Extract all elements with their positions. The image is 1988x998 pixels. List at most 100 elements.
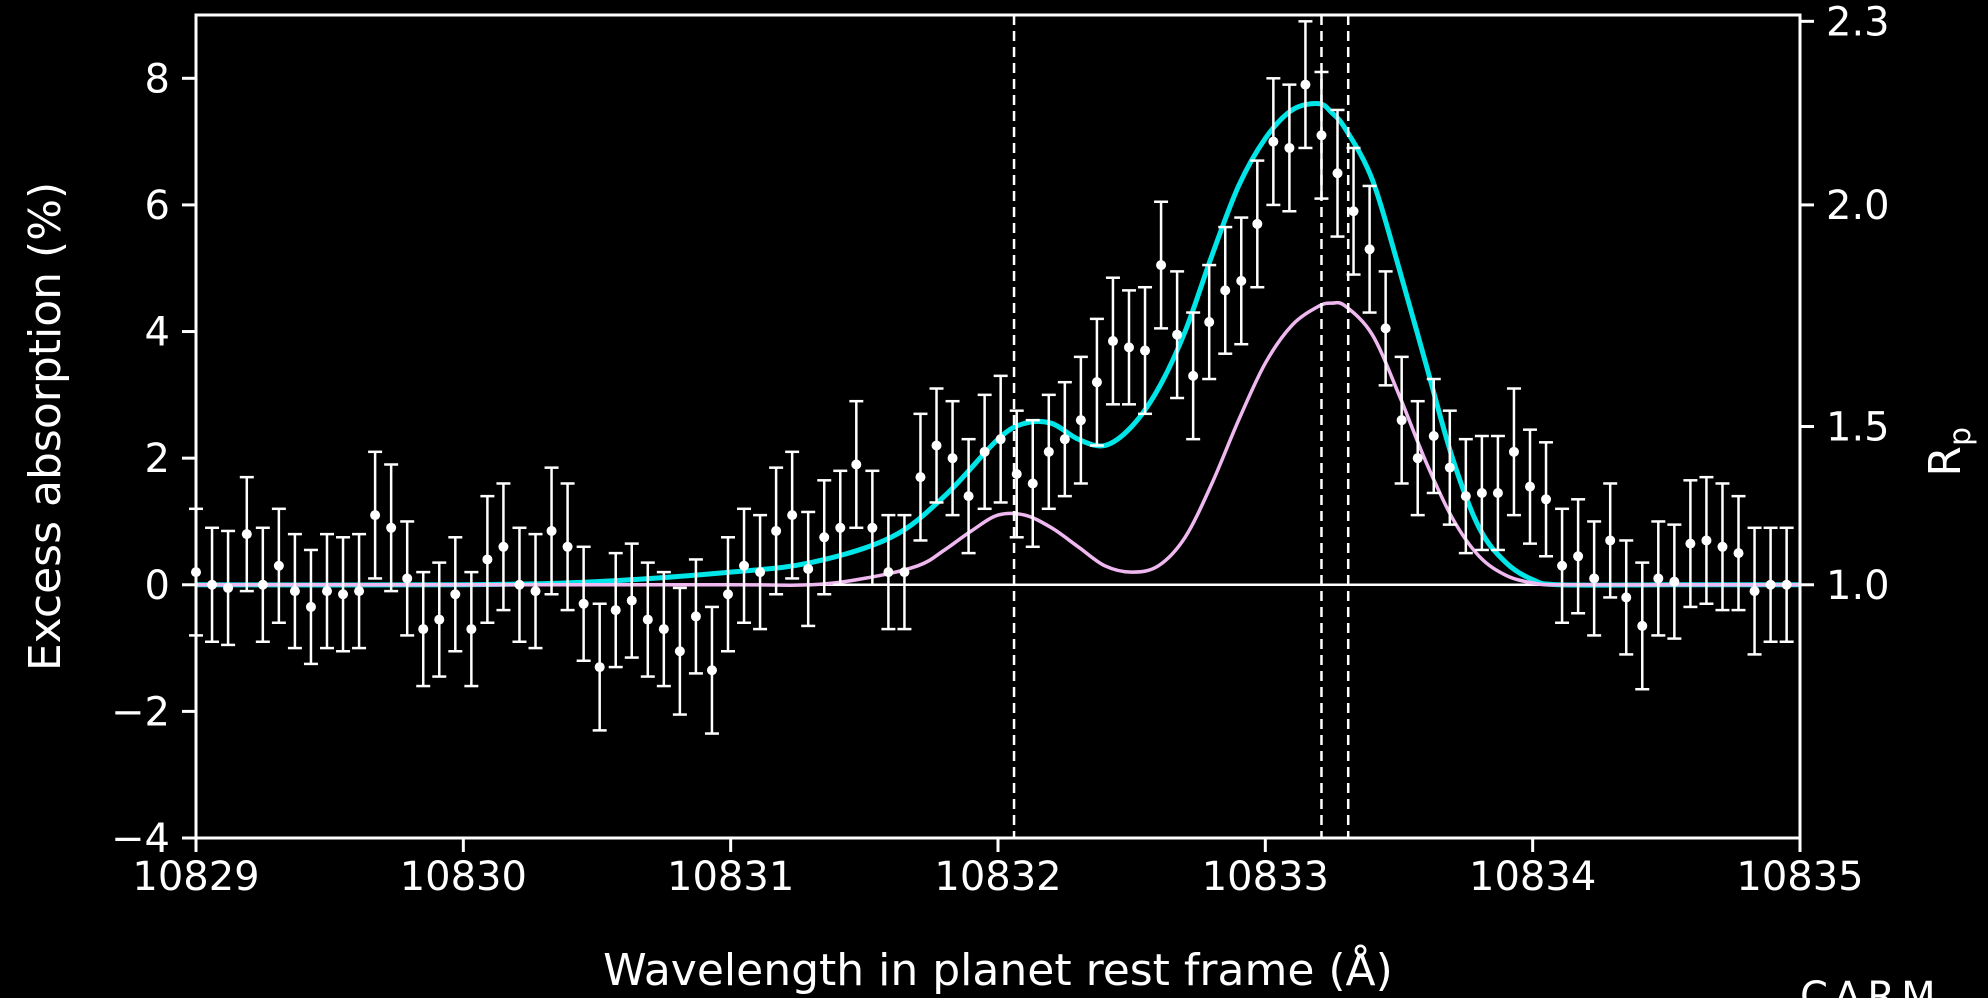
data-point	[434, 614, 445, 625]
data-point	[1236, 275, 1247, 286]
y2-tick-label: 2.3	[1826, 0, 1890, 45]
data-point	[466, 624, 477, 635]
data-point	[1107, 336, 1118, 347]
data-point	[1444, 462, 1455, 473]
data-point	[1396, 415, 1407, 426]
data-point	[1781, 579, 1792, 590]
data-point	[321, 586, 332, 597]
data-point	[787, 510, 798, 521]
data-point	[1252, 218, 1263, 229]
data-point	[498, 541, 509, 552]
data-point	[578, 598, 589, 609]
data-point	[1557, 560, 1568, 571]
y2-axis-label-sub: p	[1943, 427, 1978, 446]
y2-axis-label: Rp	[1920, 427, 1978, 477]
data-point	[755, 567, 766, 578]
data-point	[1188, 370, 1199, 381]
data-point	[1380, 323, 1391, 334]
data-point	[626, 595, 637, 606]
data-point	[1637, 620, 1648, 631]
data-point	[1460, 491, 1471, 502]
data-layer	[189, 20, 1794, 735]
data-point	[223, 582, 234, 593]
data-point	[722, 589, 733, 600]
data-point	[402, 573, 413, 584]
data-point	[1589, 573, 1600, 584]
y-axis-label: Excess absorption (%)	[20, 182, 71, 671]
data-point	[1220, 285, 1231, 296]
data-point	[1268, 136, 1279, 147]
data-point	[835, 522, 846, 533]
data-point	[1043, 446, 1054, 457]
y2-axis-label-main: R	[1920, 446, 1971, 477]
data-point	[1332, 168, 1343, 179]
data-point	[642, 614, 653, 625]
data-point	[386, 522, 397, 533]
y-tick-label: 2	[145, 436, 170, 482]
x-tick-label: 10831	[667, 854, 794, 900]
data-point	[562, 541, 573, 552]
data-point	[915, 472, 926, 483]
y-tick-label: 6	[145, 183, 170, 229]
data-point	[1011, 468, 1022, 479]
data-point	[1348, 206, 1359, 217]
data-point	[658, 624, 669, 635]
model-layer	[195, 100, 1800, 588]
data-point	[289, 586, 300, 597]
data-point	[1284, 142, 1295, 153]
x-tick-label: 10835	[1736, 854, 1863, 900]
data-point	[1316, 130, 1327, 141]
data-point	[338, 589, 349, 600]
data-point	[851, 459, 862, 470]
x-tick-label: 10830	[400, 854, 527, 900]
data-point	[1605, 535, 1616, 546]
data-point	[706, 665, 717, 676]
y2-tick-label: 1.5	[1826, 405, 1890, 451]
y-tick-label: −4	[111, 816, 170, 862]
data-point	[482, 554, 493, 565]
data-point	[1364, 244, 1375, 255]
data-point	[1412, 453, 1423, 464]
data-point	[1156, 260, 1167, 271]
data-point	[241, 529, 252, 540]
data-point	[530, 586, 541, 597]
x-axis-label: Wavelength in planet rest frame (Å)	[603, 943, 1393, 996]
data-point	[594, 662, 605, 673]
model-total-line	[195, 100, 1800, 588]
data-point	[803, 563, 814, 574]
data-point	[1075, 415, 1086, 426]
data-point	[546, 525, 557, 536]
data-point	[1476, 487, 1487, 498]
data-point	[273, 560, 284, 571]
data-point	[1492, 487, 1503, 498]
data-point	[370, 510, 381, 521]
y-tick-label: 4	[145, 310, 170, 356]
data-point	[1685, 538, 1696, 549]
data-point	[1300, 79, 1311, 90]
y-tick-label: 0	[145, 563, 170, 609]
data-point	[1717, 541, 1728, 552]
data-point	[1701, 535, 1712, 546]
data-point	[674, 646, 685, 657]
data-point	[450, 589, 461, 600]
data-point	[1733, 548, 1744, 559]
data-point	[207, 579, 218, 590]
data-point	[947, 453, 958, 464]
logo-text: CARM	[1800, 974, 1942, 998]
data-point	[1027, 478, 1038, 489]
data-point	[771, 525, 782, 536]
y-tick-label: 8	[145, 56, 170, 102]
x-tick-label: 10834	[1469, 854, 1596, 900]
data-point	[979, 446, 990, 457]
data-point	[1524, 481, 1535, 492]
y2-tick-label: 1.0	[1826, 563, 1890, 609]
data-point	[1091, 377, 1102, 388]
data-point	[1573, 551, 1584, 562]
data-point	[690, 611, 701, 622]
data-point	[899, 567, 910, 578]
data-point	[1172, 329, 1183, 340]
data-point	[883, 567, 894, 578]
data-point	[1621, 592, 1632, 603]
data-point	[257, 579, 268, 590]
